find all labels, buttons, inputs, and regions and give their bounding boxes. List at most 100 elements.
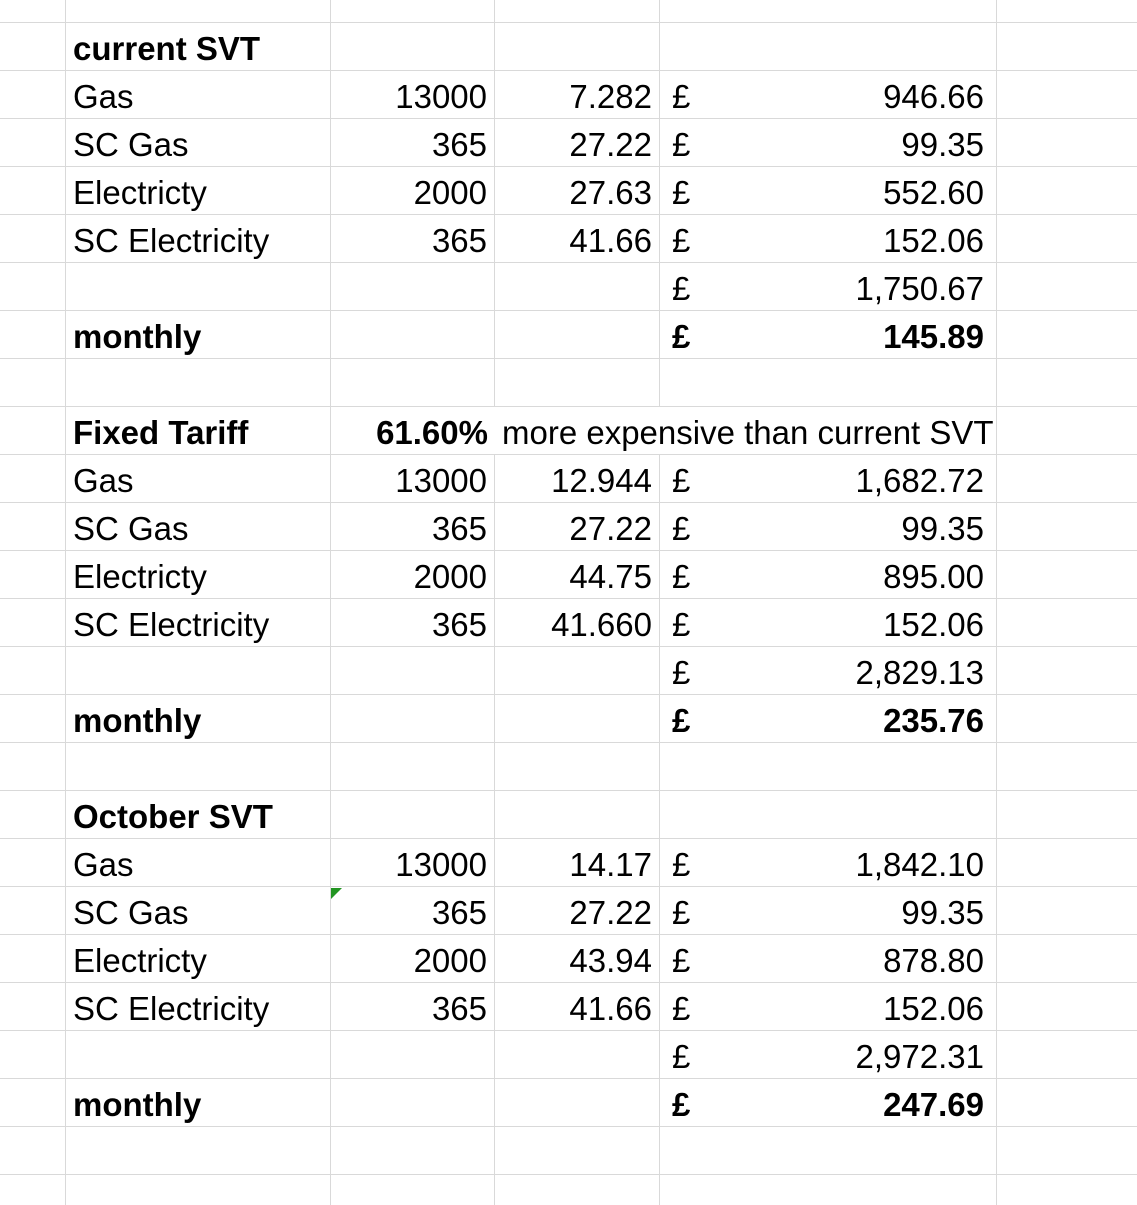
rate-cell[interactable]: 41.660 xyxy=(495,599,660,647)
section-title-cell[interactable]: Fixed Tariff xyxy=(66,407,331,455)
empty-cell[interactable] xyxy=(0,1127,66,1175)
empty-cell[interactable] xyxy=(495,1127,660,1175)
empty-cell[interactable] xyxy=(0,407,66,455)
comparison-percent-cell[interactable]: 61.60% xyxy=(331,407,495,455)
empty-cell[interactable] xyxy=(997,23,1137,71)
empty-cell[interactable] xyxy=(495,1175,660,1205)
monthly-label-cell[interactable]: monthly xyxy=(66,311,331,359)
empty-cell[interactable] xyxy=(0,455,66,503)
empty-cell[interactable] xyxy=(66,1127,331,1175)
empty-cell[interactable] xyxy=(660,23,997,71)
amount-cell[interactable]: £ 946.66 xyxy=(660,71,997,119)
empty-cell[interactable] xyxy=(331,359,495,407)
rate-cell[interactable]: 44.75 xyxy=(495,551,660,599)
empty-cell[interactable] xyxy=(0,119,66,167)
rate-cell[interactable]: 12.944 xyxy=(495,455,660,503)
empty-cell[interactable] xyxy=(997,503,1137,551)
label-cell[interactable]: SC Gas xyxy=(66,887,331,935)
empty-cell[interactable] xyxy=(997,167,1137,215)
amount-cell[interactable]: £ 895.00 xyxy=(660,551,997,599)
units-cell[interactable]: 365 xyxy=(331,983,495,1031)
units-cell[interactable]: 2000 xyxy=(331,935,495,983)
rate-cell[interactable]: 27.63 xyxy=(495,167,660,215)
empty-cell[interactable] xyxy=(495,1031,660,1079)
empty-cell[interactable] xyxy=(495,0,660,23)
empty-cell[interactable] xyxy=(997,1175,1137,1205)
label-cell[interactable]: Electricty xyxy=(66,167,331,215)
empty-cell[interactable] xyxy=(495,1079,660,1127)
label-cell[interactable]: Gas xyxy=(66,839,331,887)
empty-cell[interactable] xyxy=(0,167,66,215)
section-title-cell[interactable]: current SVT xyxy=(66,23,331,71)
monthly-label-cell[interactable]: monthly xyxy=(66,695,331,743)
empty-cell[interactable] xyxy=(997,1127,1137,1175)
empty-cell[interactable] xyxy=(0,1031,66,1079)
empty-cell[interactable] xyxy=(997,407,1137,455)
empty-cell[interactable] xyxy=(0,503,66,551)
empty-cell[interactable] xyxy=(0,551,66,599)
empty-cell[interactable] xyxy=(331,743,495,791)
empty-cell[interactable] xyxy=(0,0,66,23)
empty-cell[interactable] xyxy=(0,695,66,743)
units-cell[interactable]: 365 xyxy=(331,887,495,935)
empty-cell[interactable] xyxy=(997,551,1137,599)
empty-cell[interactable] xyxy=(660,743,997,791)
empty-cell[interactable] xyxy=(0,647,66,695)
label-cell[interactable]: Electricty xyxy=(66,935,331,983)
empty-cell[interactable] xyxy=(331,647,495,695)
empty-cell[interactable] xyxy=(331,23,495,71)
empty-cell[interactable] xyxy=(997,1031,1137,1079)
empty-cell[interactable] xyxy=(997,263,1137,311)
empty-cell[interactable] xyxy=(495,647,660,695)
empty-cell[interactable] xyxy=(997,647,1137,695)
label-cell[interactable]: SC Electricity xyxy=(66,599,331,647)
empty-cell[interactable] xyxy=(997,839,1137,887)
amount-cell[interactable]: £ 99.35 xyxy=(660,119,997,167)
empty-cell[interactable] xyxy=(997,791,1137,839)
empty-cell[interactable] xyxy=(997,455,1137,503)
empty-cell[interactable] xyxy=(0,359,66,407)
empty-cell[interactable] xyxy=(495,743,660,791)
empty-cell[interactable] xyxy=(660,359,997,407)
units-cell[interactable]: 2000 xyxy=(331,167,495,215)
empty-cell[interactable] xyxy=(331,791,495,839)
monthly-label-cell[interactable]: monthly xyxy=(66,1079,331,1127)
empty-cell[interactable] xyxy=(660,0,997,23)
empty-cell[interactable] xyxy=(495,263,660,311)
empty-cell[interactable] xyxy=(331,263,495,311)
rate-cell[interactable]: 27.22 xyxy=(495,503,660,551)
label-cell[interactable]: SC Gas xyxy=(66,119,331,167)
empty-cell[interactable] xyxy=(997,887,1137,935)
rate-cell[interactable]: 41.66 xyxy=(495,983,660,1031)
amount-cell[interactable]: £ 99.35 xyxy=(660,503,997,551)
amount-cell[interactable]: £ 552.60 xyxy=(660,167,997,215)
empty-cell[interactable] xyxy=(331,1175,495,1205)
empty-cell[interactable] xyxy=(0,887,66,935)
label-cell[interactable]: SC Electricity xyxy=(66,983,331,1031)
comparison-text-cell[interactable]: more expensive than current SVT xyxy=(495,407,997,455)
units-cell[interactable]: 2000 xyxy=(331,551,495,599)
total-amount-cell[interactable]: £ 1,750.67 xyxy=(660,263,997,311)
empty-cell[interactable] xyxy=(495,695,660,743)
rate-cell[interactable]: 27.22 xyxy=(495,119,660,167)
empty-cell[interactable] xyxy=(495,311,660,359)
rate-cell[interactable]: 14.17 xyxy=(495,839,660,887)
rate-cell[interactable]: 41.66 xyxy=(495,215,660,263)
empty-cell[interactable] xyxy=(331,1079,495,1127)
label-cell[interactable]: Gas xyxy=(66,455,331,503)
empty-cell[interactable] xyxy=(66,0,331,23)
empty-cell[interactable] xyxy=(0,791,66,839)
units-cell[interactable]: 365 xyxy=(331,599,495,647)
label-cell[interactable]: Gas xyxy=(66,71,331,119)
empty-cell[interactable] xyxy=(997,1079,1137,1127)
empty-cell[interactable] xyxy=(997,743,1137,791)
empty-cell[interactable] xyxy=(997,215,1137,263)
units-cell[interactable]: 365 xyxy=(331,215,495,263)
rate-cell[interactable]: 27.22 xyxy=(495,887,660,935)
section-title-cell[interactable]: October SVT xyxy=(66,791,331,839)
empty-cell[interactable] xyxy=(495,359,660,407)
empty-cell[interactable] xyxy=(331,0,495,23)
empty-cell[interactable] xyxy=(997,983,1137,1031)
empty-cell[interactable] xyxy=(66,359,331,407)
empty-cell[interactable] xyxy=(66,1031,331,1079)
